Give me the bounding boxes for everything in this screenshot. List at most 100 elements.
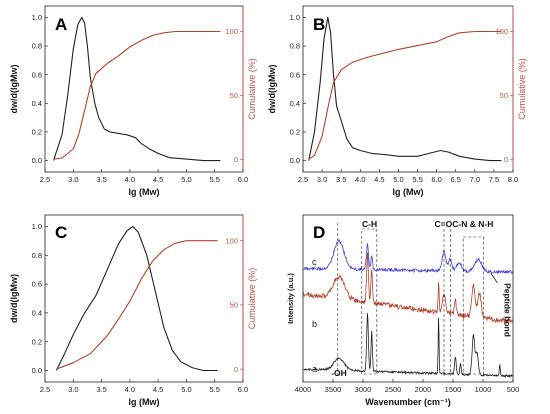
x-tick-label: 3.5	[96, 385, 106, 394]
y2-tick-label: 50	[500, 91, 508, 100]
y-tick-label: 1.0	[290, 13, 300, 22]
panel-label: A	[55, 15, 67, 34]
x-tick-label: 4.5	[374, 175, 384, 184]
x-tick-label: 2.5	[298, 175, 308, 184]
y-tick-label: 0.2	[32, 128, 42, 137]
y-tick-label: 0.4	[32, 99, 42, 108]
trace-label-b: b	[312, 319, 317, 329]
x-axis-label: lg (Mw)	[393, 187, 424, 197]
plot-frame	[44, 214, 244, 383]
x-tick-label: 7.5	[489, 175, 499, 184]
x-tick-label: 2500	[385, 385, 402, 394]
y2-tick-label: 0	[504, 155, 508, 164]
x-tick-label: 2000	[415, 385, 432, 394]
y-tick-label: 1.0	[32, 13, 42, 22]
peptide-arrow	[490, 272, 498, 284]
spectrum-line	[303, 252, 513, 325]
y-tick-label: 0.0	[32, 366, 42, 375]
x-tick-label: 3000	[355, 385, 372, 394]
x-tick-label: 4.0	[125, 175, 135, 184]
y-tick-label: 0.4	[290, 99, 300, 108]
x-tick-label: 2.5	[40, 175, 50, 184]
annotation-ch: C-H	[362, 219, 377, 229]
x-tick-label: 3.0	[68, 385, 78, 394]
x-tick-label: 5.0	[181, 175, 191, 184]
x-tick-label: 4.5	[153, 385, 163, 394]
plot-frame	[302, 214, 514, 383]
y2-tick-label: 100	[225, 236, 238, 245]
y-tick-label: 0.8	[32, 42, 42, 51]
y-tick-label: 0.8	[32, 251, 42, 260]
panel-label: D	[313, 223, 325, 242]
y2-tick-label: 100	[495, 27, 508, 36]
y2-tick-label: 50	[230, 91, 238, 100]
y-tick-label: 0.4	[32, 308, 42, 317]
x-tick-label: 3500	[325, 385, 342, 394]
cumulative-line	[53, 30, 221, 160]
x-tick-label: 500	[507, 385, 520, 394]
x-tick-label: 7.0	[470, 175, 480, 184]
y-tick-label: 0.2	[32, 337, 42, 346]
trace-label-a: a	[312, 364, 317, 374]
trace-label-c: c	[312, 257, 317, 267]
x-tick-label: 1500	[445, 385, 462, 394]
x-tick-label: 6.0	[238, 175, 248, 184]
panel-c: 2.5 3.0 3.5 4.0 4.5 5.0 5.5 6.0 0.0 0.2 0.4 0.6 0.8 1…	[9, 214, 257, 407]
y2-tick-label: 0	[234, 365, 238, 374]
y2-axis-label: Cumulative (%)	[247, 58, 257, 120]
x-axis-label: Wavenumber (cm⁻¹)	[365, 397, 450, 407]
x-axis-label: lg (Mw)	[129, 187, 160, 197]
annotation-cn-nh: C-N & N-H	[452, 219, 493, 229]
x-tick-label: 4.0	[355, 175, 365, 184]
y-tick-label: 0.2	[290, 128, 300, 137]
x-tick-label: 3.0	[68, 175, 78, 184]
x-tick-label: 4.5	[153, 175, 163, 184]
distribution-line	[52, 16, 221, 162]
x-tick-label: 5.5	[412, 175, 422, 184]
annotation-oh: -OH	[331, 368, 347, 378]
y-tick-label: 0.0	[32, 156, 42, 165]
panel-label: B	[313, 15, 325, 34]
x-tick-label: 6.0	[238, 385, 248, 394]
cumulative-line	[308, 30, 502, 160]
annotation-peptide-bond: Peptide bond	[503, 283, 513, 337]
y2-tick-label: 100	[225, 27, 238, 36]
x-tick-label: 3.5	[96, 175, 106, 184]
x-tick-label: 3.0	[317, 175, 327, 184]
spectrum-line	[303, 239, 513, 275]
annotation-co: C=O	[435, 219, 453, 229]
x-tick-label: 2.5	[40, 385, 50, 394]
y-axis-label: Intensity (a.u.)	[286, 273, 295, 324]
y-tick-label: 0.6	[32, 280, 42, 289]
y-tick-label: 0.6	[32, 70, 42, 79]
y-tick-label: 0.6	[290, 70, 300, 79]
x-tick-label: 3.5	[336, 175, 346, 184]
panel-a: 2.5 3.0 3.5 4.0 4.5 5.0 5.5 6.0 0.0 0.2 0.4 0.6 0.8 1…	[9, 5, 257, 197]
x-tick-label: 8.0	[508, 175, 518, 184]
spectrum-line	[303, 313, 513, 379]
y2-axis-label: Cumulative (%)	[247, 268, 257, 330]
x-tick-label: 5.0	[393, 175, 403, 184]
y-axis-label: dw/d(lgMw)	[267, 65, 277, 114]
distribution-line	[55, 225, 218, 372]
x-tick-label: 5.5	[209, 175, 219, 184]
y2-tick-label: 50	[230, 301, 238, 310]
y-tick-label: 1.0	[32, 222, 42, 231]
panel-label: C	[55, 223, 67, 242]
x-tick-label: 6.0	[431, 175, 441, 184]
x-tick-label: 6.5	[451, 175, 461, 184]
y-tick-label: 0.0	[290, 156, 300, 165]
panel-d: 4000 3500 3000 2500 2000 1500 1000 500 Wavenumbe…	[286, 214, 520, 407]
peptide-box	[462, 236, 484, 375]
x-tick-label: 5.0	[181, 385, 191, 394]
y2-axis-label: Cumulative (%)	[517, 58, 527, 120]
x-tick-label: 4.0	[125, 385, 135, 394]
plot-frame	[44, 5, 244, 173]
x-tick-label: 5.5	[209, 385, 219, 394]
x-tick-label: 1000	[475, 385, 492, 394]
cumulative-line	[56, 240, 218, 370]
y-axis-label: dw/d(lgMw)	[9, 65, 19, 114]
y-axis-label: dw/d(lgMw)	[9, 274, 19, 323]
x-axis-label: lg (Mw)	[129, 397, 160, 407]
